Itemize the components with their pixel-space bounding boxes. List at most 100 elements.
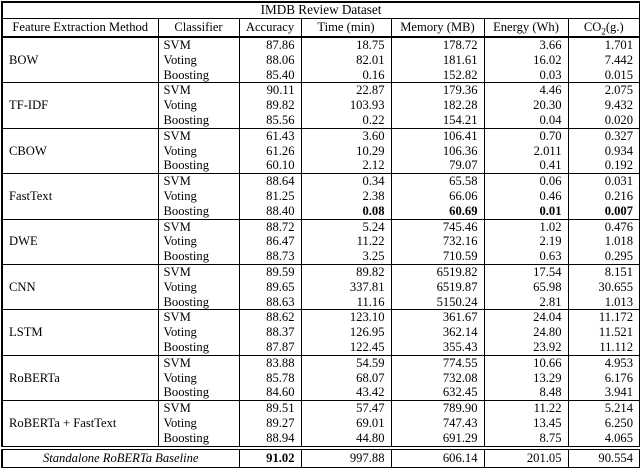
energy-cell: 0.41 xyxy=(483,158,569,174)
accuracy-cell: 85.40 xyxy=(238,67,302,83)
co2-cell: 1.013 xyxy=(567,294,640,310)
time-cell: 123.10 xyxy=(300,309,392,326)
table-row: Voting 88.06 82.01 181.61 16.02 7.442 xyxy=(2,52,640,68)
accuracy-cell: 88.72 xyxy=(238,218,302,235)
accuracy-cell: 61.43 xyxy=(238,127,302,144)
memory-cell: 732.16 xyxy=(390,234,485,250)
accuracy-cell: 61.26 xyxy=(238,143,302,159)
classifier-cell: SVM xyxy=(157,127,240,144)
memory-cell: 179.36 xyxy=(390,82,485,99)
energy-cell: 11.22 xyxy=(483,400,569,416)
time-cell: 11.16 xyxy=(300,294,392,310)
col-header-co2: CO2(g.) xyxy=(567,18,640,38)
method-cell: TF-IDF xyxy=(1,82,159,129)
energy-cell: 10.66 xyxy=(483,354,569,371)
method-cell: LSTM xyxy=(1,309,159,356)
accuracy-cell: 89.27 xyxy=(238,415,302,431)
accuracy-cell: 87.87 xyxy=(238,339,302,356)
table-row: BOW SVM 87.86 18.75 178.72 3.66 1.701 xyxy=(1,36,640,83)
memory-cell: 745.46 xyxy=(390,218,485,235)
memory-cell: 361.67 xyxy=(390,309,485,326)
accuracy-cell: 88.40 xyxy=(238,203,302,220)
memory-cell: 355.43 xyxy=(390,339,485,356)
classifier-cell: Voting xyxy=(157,52,240,68)
energy-cell: 65.98 xyxy=(483,279,569,295)
energy-cell: 0.06 xyxy=(483,173,569,189)
time-cell: 57.47 xyxy=(300,400,392,416)
time-cell: 0.16 xyxy=(300,67,392,83)
table-row: Voting 89.82 103.93 182.28 20.30 9.432 xyxy=(2,98,640,113)
table-row: Voting 89.27 69.01 747.43 13.45 6.250 xyxy=(2,415,640,431)
table-row: FastText SVM 88.64 0.34 65.58 0.06 0.031 xyxy=(1,173,640,220)
energy-cell: 24.80 xyxy=(483,325,569,340)
energy-cell: 2.81 xyxy=(483,294,569,310)
co2-header-suffix: (g.) xyxy=(605,20,624,35)
co2-cell: 9.432 xyxy=(567,98,640,113)
memory-cell: 691.29 xyxy=(390,430,485,448)
table-row: LSTM SVM 88.62 123.10 361.67 24.04 11.172 xyxy=(1,309,640,356)
co2-cell: 0.934 xyxy=(567,143,640,159)
co2-cell: 30.655 xyxy=(567,279,640,295)
accuracy-cell: 84.60 xyxy=(238,385,302,401)
memory-cell: 732.08 xyxy=(390,370,485,386)
baseline-accuracy-cell: 91.02 xyxy=(238,445,302,468)
table-row: TF-IDF SVM 90.11 22.87 179.36 4.46 2.075 xyxy=(1,82,640,129)
memory-cell: 182.28 xyxy=(390,98,485,113)
accuracy-cell: 81.25 xyxy=(238,188,302,204)
energy-cell: 1.02 xyxy=(483,218,569,235)
table-row: RoBERTa + FastText SVM 89.51 57.47 789.90 11.… xyxy=(1,400,640,448)
accuracy-cell: 89.59 xyxy=(238,263,302,280)
time-cell: 89.82 xyxy=(300,263,392,280)
energy-cell: 0.63 xyxy=(483,249,569,265)
col-header-accuracy: Accuracy xyxy=(238,18,302,38)
accuracy-cell: 89.51 xyxy=(238,400,302,416)
energy-cell: 3.66 xyxy=(483,36,569,53)
baseline-memory-cell: 606.14 xyxy=(390,445,485,468)
classifier-cell: Voting xyxy=(157,415,240,431)
method-cell: CBOW xyxy=(1,127,159,174)
table-row: Voting 81.25 2.38 66.06 0.46 0.216 xyxy=(2,188,640,204)
table-row: CBOW SVM 61.43 3.60 106.41 0.70 0.327 xyxy=(1,127,640,174)
memory-cell: 154.21 xyxy=(390,112,485,129)
energy-cell: 4.46 xyxy=(483,82,569,99)
time-cell: 0.22 xyxy=(300,112,392,129)
memory-cell: 632.45 xyxy=(390,385,485,401)
accuracy-cell: 88.06 xyxy=(238,52,302,68)
table-row: DWE SVM 88.72 5.24 745.46 1.02 0.476 xyxy=(1,218,640,265)
time-cell: 2.38 xyxy=(300,188,392,204)
table-row: Boosting 84.60 43.42 632.45 8.48 3.941 xyxy=(2,385,640,401)
table-row: Boosting 88.94 44.80 691.29 8.75 4.065 xyxy=(2,430,640,448)
accuracy-cell: 88.63 xyxy=(238,294,302,310)
classifier-cell: Boosting xyxy=(157,112,240,129)
time-cell: 2.12 xyxy=(300,158,392,174)
table-row: Voting 89.65 337.81 6519.87 65.98 30.655 xyxy=(2,279,640,295)
memory-cell: 178.72 xyxy=(390,36,485,53)
co2-cell: 11.521 xyxy=(567,325,640,340)
time-cell: 82.01 xyxy=(300,52,392,68)
memory-cell: 362.14 xyxy=(390,325,485,340)
classifier-cell: SVM xyxy=(157,218,240,235)
energy-cell: 8.75 xyxy=(483,430,569,448)
time-cell: 54.59 xyxy=(300,354,392,371)
baseline-co2-cell: 90.554 xyxy=(567,445,640,468)
co2-cell: 0.015 xyxy=(567,67,640,83)
co2-cell: 4.953 xyxy=(567,354,640,371)
classifier-cell: SVM xyxy=(157,400,240,416)
co2-cell: 0.007 xyxy=(567,203,640,220)
memory-cell: 106.36 xyxy=(390,143,485,159)
table-row: Voting 86.47 11.22 732.16 2.19 1.018 xyxy=(2,234,640,250)
baseline-row: Standalone RoBERTa Baseline 91.02 997.88… xyxy=(1,445,640,468)
time-cell: 3.60 xyxy=(300,127,392,144)
method-cell: DWE xyxy=(1,218,159,265)
time-cell: 0.08 xyxy=(300,203,392,220)
co2-header-prefix: CO xyxy=(583,20,602,35)
classifier-cell: Boosting xyxy=(157,249,240,265)
classifier-cell: Boosting xyxy=(157,203,240,220)
time-cell: 68.07 xyxy=(300,370,392,386)
col-header-time: Time (min) xyxy=(300,18,392,38)
classifier-cell: SVM xyxy=(157,263,240,280)
energy-cell: 2.011 xyxy=(483,143,569,159)
classifier-cell: Voting xyxy=(157,279,240,295)
classifier-cell: Boosting xyxy=(157,430,240,448)
